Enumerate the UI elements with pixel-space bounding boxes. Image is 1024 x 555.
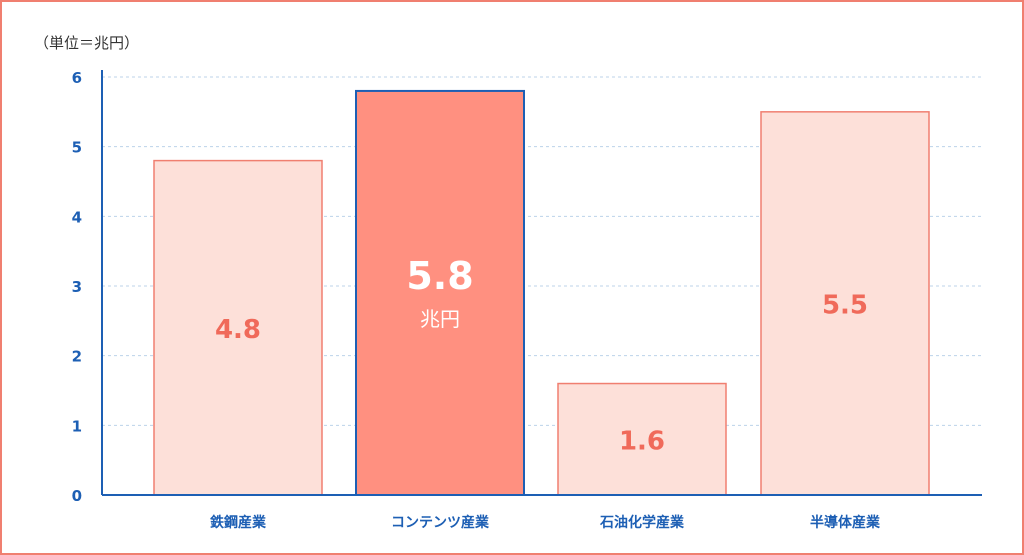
bar (355, 89, 525, 497)
x-tick-label: 鉄鋼産業 (210, 514, 267, 531)
bars (153, 89, 930, 497)
x-axis-ticks: 鉄鋼産業 コンテンツ産業 石油化学産業 半導体産業 (210, 514, 881, 531)
y-axis-ticks: 0 1 2 3 4 5 6 (72, 69, 82, 505)
bar (557, 382, 727, 496)
y-tick-label: 6 (72, 69, 82, 87)
value-label: 5.8 (406, 254, 473, 298)
y-tick-label: 5 (72, 139, 82, 157)
x-tick-label: 石油化学産業 (599, 514, 685, 531)
x-tick-label: 半導体産業 (810, 514, 881, 531)
y-tick-label: 2 (72, 348, 82, 366)
value-label: 5.5 (822, 290, 868, 320)
bar (153, 159, 323, 496)
value-label: 1.6 (619, 426, 665, 456)
axes (101, 70, 982, 496)
y-tick-label: 1 (72, 417, 82, 435)
bar (760, 111, 930, 496)
value-unit-label: 兆円 (420, 307, 460, 331)
y-tick-label: 4 (72, 208, 82, 226)
unit-note: （単位＝兆円） (34, 34, 139, 52)
value-labels: 4.8 5.8 兆円 1.6 5.5 (215, 254, 868, 456)
value-label: 4.8 (215, 315, 261, 345)
y-tick-label: 3 (72, 278, 82, 296)
y-tick-label: 0 (72, 487, 82, 505)
x-tick-label: コンテンツ産業 (391, 514, 490, 531)
